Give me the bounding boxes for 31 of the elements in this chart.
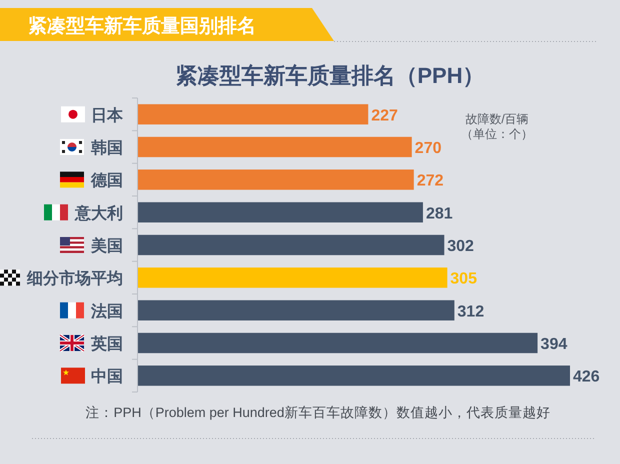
bar xyxy=(138,202,423,222)
bar xyxy=(138,136,412,158)
bar xyxy=(138,104,368,124)
bar xyxy=(138,170,414,190)
bar xyxy=(138,366,570,386)
text: 注：PPH（Problem per Hundred新车百车故障数）数值越小，代表质量越好 xyxy=(86,405,550,420)
data-label: 302 xyxy=(447,238,474,255)
bar xyxy=(138,234,444,256)
data-label: 272 xyxy=(416,172,444,190)
annotation: 故障数/百辆 xyxy=(465,112,529,126)
bar xyxy=(138,268,448,288)
y-tick-label: 法国 xyxy=(90,302,123,320)
data-label: 227 xyxy=(371,107,398,124)
data-label: 305 xyxy=(450,270,478,288)
bar xyxy=(138,300,454,320)
annotation: （单位：个） xyxy=(461,127,533,141)
y-tick-label: 日本 xyxy=(91,106,124,124)
data-label: 281 xyxy=(426,205,453,222)
y-tick-label: 意大利 xyxy=(74,204,123,222)
bar xyxy=(138,332,538,354)
y-tick-label: 韩国 xyxy=(90,139,123,157)
data-label: 394 xyxy=(540,336,568,353)
data-label: 426 xyxy=(573,368,600,386)
chart-subtitle: 紧凑型车新车质量排名（PPH） xyxy=(175,63,485,88)
y-tick-label: 中国 xyxy=(91,368,123,386)
y-tick-label: 细分市场平均 xyxy=(26,270,123,288)
y-tick-label: 德国 xyxy=(90,172,123,190)
data-label: 270 xyxy=(414,140,442,157)
y-tick-label: 美国 xyxy=(90,236,123,255)
y-tick-label: 英国 xyxy=(90,335,123,353)
data-label: 312 xyxy=(457,303,484,320)
